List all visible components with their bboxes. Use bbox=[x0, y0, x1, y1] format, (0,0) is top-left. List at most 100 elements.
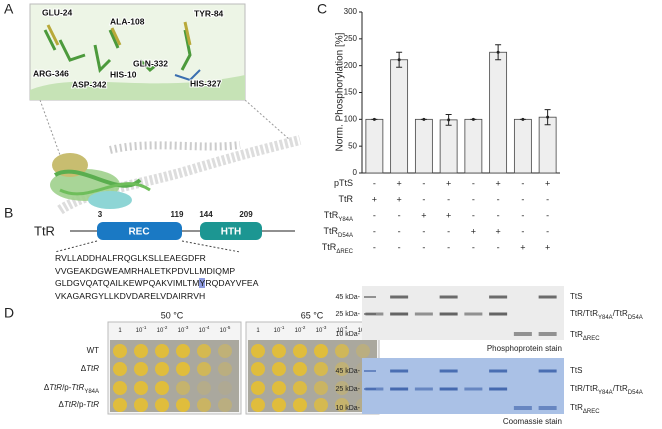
colony-spot bbox=[197, 344, 211, 358]
colony-spot bbox=[155, 362, 169, 376]
strain-label: ΔTtR/p-TtRY84A bbox=[44, 383, 99, 394]
band-part: ΔREC bbox=[583, 336, 600, 342]
colony-spot bbox=[335, 344, 349, 358]
ladder-band bbox=[364, 370, 376, 372]
sequence-line: VKAGARGYLLKDVDARELVDAIRRVH bbox=[55, 290, 206, 301]
dilution-label: 10-5 bbox=[220, 325, 231, 333]
dilution-label: 10-3 bbox=[316, 325, 327, 333]
colony-spot bbox=[134, 362, 148, 376]
condition-sign: - bbox=[422, 242, 425, 252]
domain-end: 119 bbox=[171, 210, 184, 219]
colony-spot bbox=[197, 398, 211, 412]
condition-name: TtR bbox=[322, 242, 337, 252]
strain-label: WT bbox=[87, 346, 100, 355]
band bbox=[464, 387, 483, 391]
condition-sign: + bbox=[495, 226, 500, 236]
dilution-exponent: -3 bbox=[184, 325, 188, 330]
dilution-exponent: -4 bbox=[205, 325, 209, 330]
sequence-line: GLDGVQATQAILKEWPQAKVIMLTMYRQDAYVFEA bbox=[55, 277, 259, 290]
strain-part: Δ bbox=[81, 364, 87, 373]
dilution-exponent: -4 bbox=[343, 325, 347, 330]
band-label: TtRΔREC bbox=[570, 403, 600, 414]
residue-label: TYR-84 bbox=[194, 8, 224, 18]
colony-spot bbox=[293, 398, 307, 412]
band-part: Y84A bbox=[598, 390, 613, 396]
dilution-exponent: -3 bbox=[322, 325, 326, 330]
condition-sign: - bbox=[398, 210, 401, 220]
band bbox=[489, 387, 508, 391]
condition-sign: - bbox=[497, 194, 500, 204]
stain-caption: Coomassie stain bbox=[503, 417, 562, 426]
band-part: ΔREC bbox=[583, 409, 600, 415]
colony-spot bbox=[113, 344, 127, 358]
dilution-exponent: -2 bbox=[301, 325, 305, 330]
condition-sign: - bbox=[373, 210, 376, 220]
structure-inset bbox=[29, 3, 246, 101]
strain-label: ΔTtR bbox=[81, 364, 99, 373]
band-part: Y84A bbox=[598, 315, 613, 321]
marker-label: 45 kDa- bbox=[335, 368, 360, 375]
colony-spot bbox=[335, 362, 349, 376]
marker-label: 10 kDa- bbox=[335, 405, 360, 412]
condition-sign: - bbox=[472, 242, 475, 252]
band bbox=[538, 369, 557, 373]
condition-subscript: D54A bbox=[338, 233, 353, 239]
panel-label: D bbox=[4, 305, 14, 321]
dilution-label: 10-4 bbox=[199, 325, 210, 333]
colony-spot bbox=[314, 344, 328, 358]
dilution-base: 10 bbox=[220, 328, 227, 334]
dilution-base: 10 bbox=[358, 328, 365, 334]
colony-spot bbox=[251, 381, 265, 395]
band bbox=[513, 332, 532, 336]
colony-spot bbox=[218, 362, 232, 376]
colony-spot bbox=[314, 381, 328, 395]
condition-sign: - bbox=[422, 178, 425, 188]
condition-subscript: Y84A bbox=[338, 217, 353, 223]
strain-part: /p- bbox=[77, 400, 87, 409]
colony-spot bbox=[293, 362, 307, 376]
domain-name: REC bbox=[128, 227, 149, 238]
band bbox=[414, 387, 433, 391]
colony-spot bbox=[176, 362, 190, 376]
band bbox=[390, 369, 409, 373]
mean-dot bbox=[447, 118, 451, 122]
condition-name: TtR bbox=[323, 226, 338, 236]
mean-dot bbox=[521, 117, 525, 121]
colony-spot bbox=[251, 344, 265, 358]
band-part: D54A bbox=[628, 390, 643, 396]
panel-label: A bbox=[4, 1, 14, 17]
colony-spot bbox=[356, 344, 370, 358]
condition-sign: - bbox=[422, 194, 425, 204]
band bbox=[464, 312, 483, 316]
condition-sign: - bbox=[472, 194, 475, 204]
strain-part: TtR bbox=[86, 364, 99, 373]
condition-sign: - bbox=[521, 226, 524, 236]
colony-spot bbox=[293, 381, 307, 395]
band-part: TtR bbox=[570, 403, 583, 412]
gel-bands: 45 kDa- 25 kDa- 10 kDa- 45 kDa- 25 kDa- 10 kD… bbox=[335, 294, 557, 412]
residue-label: GLN-332 bbox=[133, 58, 168, 68]
condition-name: TtR bbox=[324, 210, 339, 220]
residue-label: HIS-10 bbox=[110, 69, 137, 79]
band bbox=[489, 295, 508, 299]
colony-spot bbox=[314, 398, 328, 412]
colony-spot bbox=[335, 398, 349, 412]
mean-dot bbox=[496, 50, 500, 54]
condition-sign: - bbox=[521, 210, 524, 220]
sequence-part: GLDGVQATQAILKEWPQAKVIMLTM bbox=[55, 278, 200, 288]
colony-spot bbox=[176, 398, 190, 412]
colony-spot bbox=[272, 381, 286, 395]
residue-label: ARG-346 bbox=[33, 68, 69, 78]
colony-spot bbox=[272, 344, 286, 358]
y-tick-label: 150 bbox=[344, 88, 358, 97]
sequence-part: RQDAYVFEA bbox=[205, 278, 259, 288]
colony-spot bbox=[155, 381, 169, 395]
condition-sign: - bbox=[472, 178, 475, 188]
condition-label: TtRY84A bbox=[324, 210, 353, 222]
marker-label: 10 kDa- bbox=[335, 331, 360, 338]
strain-part: Δ bbox=[44, 383, 50, 392]
band bbox=[489, 369, 508, 373]
bar bbox=[538, 116, 557, 174]
condition-sign: - bbox=[497, 242, 500, 252]
